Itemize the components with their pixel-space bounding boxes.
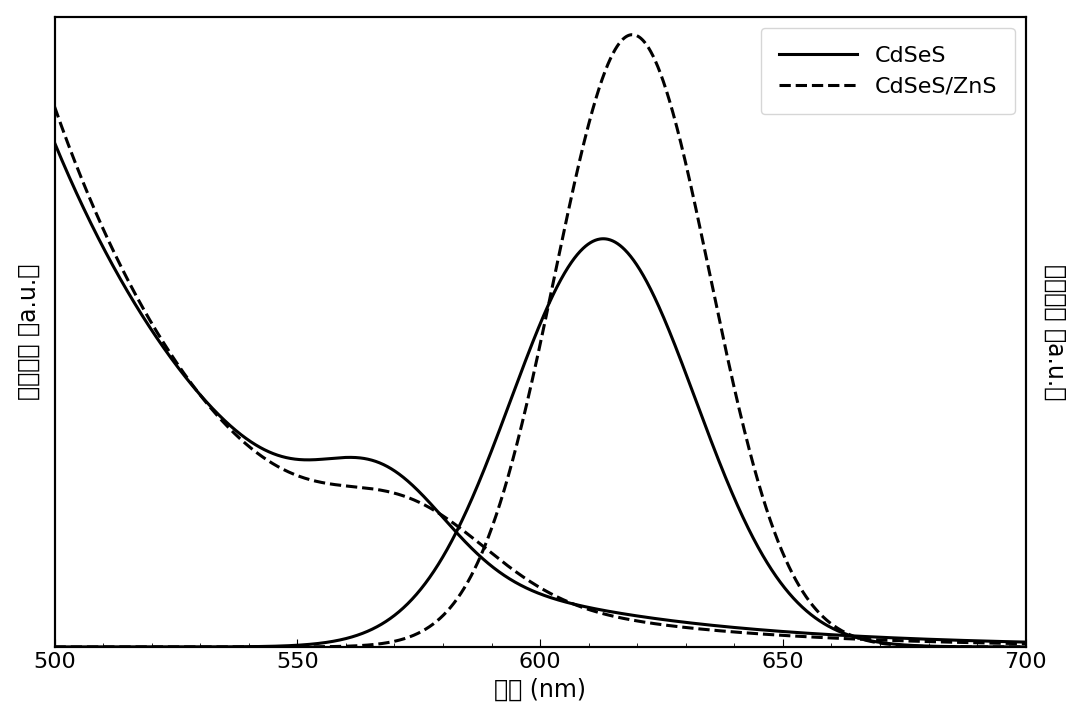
Y-axis label: 吸收强度 （a.u.）: 吸收强度 （a.u.） (1043, 264, 1068, 400)
Line: CdSeS: CdSeS (54, 239, 1025, 647)
Legend: CdSeS, CdSeS/ZnS: CdSeS, CdSeS/ZnS (761, 28, 1015, 114)
CdSeS (991, 643, 1004, 651)
Line: CdSeS/ZnS: CdSeS/ZnS (54, 34, 1025, 647)
CdSeS/ZnS (98, 643, 111, 651)
CdSeS/ZnS (494, 496, 507, 505)
CdSeS (48, 643, 61, 651)
CdSeS/ZnS (48, 643, 61, 651)
CdSeS (1019, 643, 1032, 651)
CdSeS (813, 617, 826, 625)
CdSeS (992, 643, 1005, 651)
CdSeS/ZnS (991, 643, 1004, 651)
CdSeS/ZnS (813, 609, 826, 617)
CdSeS/ZnS (1019, 643, 1032, 651)
CdSeS (596, 235, 609, 243)
X-axis label: 波长 (nm): 波长 (nm) (494, 677, 586, 701)
CdSeS/ZnS (520, 400, 533, 409)
CdSeS (520, 353, 533, 362)
CdSeS (98, 643, 111, 651)
Y-axis label: 荧光强度 （a.u.）: 荧光强度 （a.u.） (16, 264, 41, 400)
CdSeS/ZnS (992, 643, 1005, 651)
CdSeS (494, 421, 507, 430)
CdSeS/ZnS (625, 30, 638, 39)
